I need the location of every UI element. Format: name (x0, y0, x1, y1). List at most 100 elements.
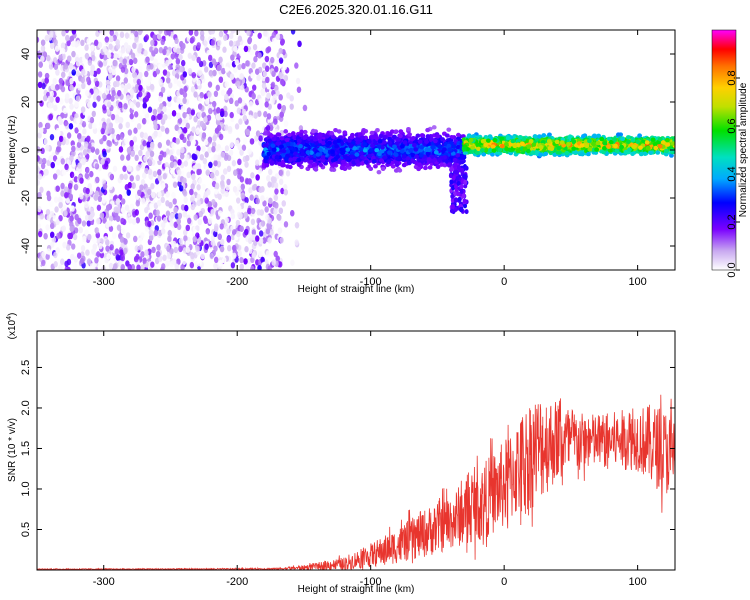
spectrogram-cell (182, 177, 187, 184)
spectrogram-cell (176, 80, 182, 87)
spectrogram-cell (86, 76, 91, 83)
spectrogram-cell (88, 122, 93, 130)
spectrogram-cell (98, 242, 103, 250)
spectrogram-cell (129, 113, 134, 120)
spectrogram-cell (165, 139, 171, 146)
spectrogram-cell (190, 196, 195, 203)
spectrogram-cell (108, 193, 114, 200)
spectrogram-cell (198, 177, 203, 185)
spectrogram-cell (274, 202, 279, 209)
spectrogram-cell (245, 129, 250, 136)
spectrogram-cell (101, 197, 107, 204)
spectrogram-cell (149, 141, 155, 149)
spectrogram-cell (84, 44, 89, 51)
spectrogram-cell (137, 189, 142, 197)
spectrogram-cell (170, 53, 175, 60)
spectrogram-cell (262, 131, 268, 136)
spectrogram-cell (63, 63, 69, 70)
spectrogram-cell (155, 68, 161, 75)
spectrogram-cell (37, 81, 43, 89)
spectrogram-cell (125, 232, 131, 239)
spectrogram-cell (264, 101, 269, 108)
spectrogram-cell (69, 77, 74, 85)
spectrogram-cell (278, 57, 284, 64)
spectrogram-cell (49, 90, 54, 98)
spectrogram-cell (93, 200, 98, 207)
spectrogram-cell (259, 209, 264, 216)
spectrogram-cell (39, 127, 44, 134)
spectrogram-cell (190, 109, 196, 116)
spectrogram-cell (99, 251, 105, 259)
spectrogram-cell (162, 106, 167, 113)
spectrogram-cell (342, 137, 348, 143)
spectrogram-cell (140, 162, 145, 169)
spectrogram-cell (182, 127, 188, 134)
spectrogram-cell (221, 256, 227, 264)
spectrogram-cell (285, 170, 291, 177)
spectrogram-cell (146, 92, 151, 99)
spectrogram-cell (148, 212, 153, 219)
spectrogram-cell (247, 36, 253, 44)
spectrogram-cell (283, 184, 288, 191)
spectrogram-cell (84, 172, 90, 179)
spectrogram-cell (170, 212, 175, 220)
spectrogram-cell (236, 197, 241, 204)
spectrogram-cell (297, 40, 302, 48)
spectrogram-cell (46, 214, 51, 222)
spectrogram-cell (134, 245, 139, 252)
spectrogram-cell (201, 145, 206, 153)
spectrogram-cell (196, 111, 202, 119)
spectrogram-cell (87, 142, 92, 149)
spectrogram-cell (204, 243, 209, 250)
spectrogram-cell (225, 184, 230, 191)
spectrogram-cell (232, 186, 238, 193)
spectrogram-cell (243, 202, 249, 209)
spectrogram-cell (199, 92, 204, 99)
spectrogram-cell (109, 244, 114, 251)
spectrogram-cell (241, 144, 247, 151)
spectrogram-cell (167, 174, 172, 181)
spectrogram-cell (238, 212, 243, 220)
spectrogram-cell (134, 154, 139, 162)
spectrogram-cell (222, 168, 228, 175)
spectrogram-cell (171, 192, 176, 199)
spectrogram-cell (269, 229, 274, 236)
spectrogram-cell (211, 100, 217, 108)
spectrogram-cell (227, 125, 233, 133)
spectrogram-cell (91, 54, 96, 62)
spectrogram-cell (186, 171, 191, 179)
spectrogram-cell (253, 112, 258, 119)
spectrogram-cell (258, 155, 264, 163)
spectrogram-cell (108, 215, 114, 222)
spectrogram-cell (53, 104, 58, 112)
spectrogram-cell (252, 43, 258, 51)
spectrogram-cell (216, 160, 222, 168)
spectrogram-cell (158, 255, 163, 262)
spectrogram-cell (53, 63, 59, 71)
spectrogram-cell (49, 210, 55, 218)
spectrogram-cell (283, 221, 289, 228)
spectrogram-cell (50, 231, 55, 239)
spectrogram-cell (132, 71, 138, 79)
spectrogram-cell (100, 158, 105, 165)
spectrogram-cell (151, 246, 156, 254)
spectrogram-cell (47, 102, 53, 109)
spectrogram-cell (40, 55, 45, 62)
spectrogram-cell (237, 35, 243, 42)
spectrogram-cell (262, 231, 267, 239)
spectrogram-cell (111, 68, 116, 76)
spectrogram-cell (88, 214, 93, 222)
spectrogram-cell (224, 145, 230, 152)
spectrogram-cell (233, 45, 238, 53)
spectrogram-cell (258, 102, 264, 109)
spectrogram-cell (171, 142, 176, 149)
spectrogram-cell (106, 253, 111, 260)
spectrogram-cell (265, 76, 270, 84)
spectrogram-cell (267, 117, 272, 125)
spectrogram-cell (189, 37, 195, 44)
spectrogram-cell (128, 100, 133, 107)
spectrogram-cell (242, 115, 248, 122)
spectrogram-cell (263, 111, 268, 118)
spectrogram-cell (133, 145, 138, 152)
spectrogram-cell (181, 42, 186, 50)
